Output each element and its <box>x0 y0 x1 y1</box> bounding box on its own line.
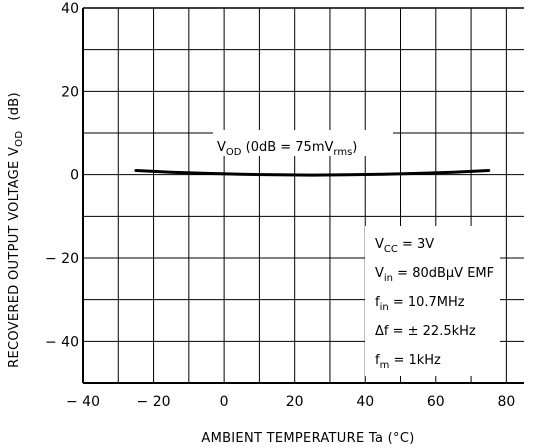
x-tick-labels: − 40 − 20 0 20 40 60 80 <box>66 394 515 410</box>
x-axis-title: AMBIENT TEMPERATURE Ta (°C) <box>201 431 414 446</box>
y-tick-labels: 40 20 0 − 20 − 40 <box>45 1 79 350</box>
y-tick-label: 20 <box>61 84 79 100</box>
x-tick-label: 80 <box>497 394 515 410</box>
x-tick-label: 40 <box>356 394 374 410</box>
x-tick-label: 0 <box>220 394 229 410</box>
y-axis-title: RECOVERED OUTPUT VOLTAGE VOD(dB) <box>7 92 25 368</box>
x-tick-label: − 20 <box>137 394 171 410</box>
y-tick-label: 0 <box>70 168 79 184</box>
x-tick-label: − 40 <box>66 394 100 410</box>
y-tick-label: 40 <box>61 1 79 17</box>
y-tick-label: − 40 <box>45 334 79 350</box>
x-tick-label: 60 <box>427 394 445 410</box>
condition-line: Δf = ± 22.5kHz <box>375 324 476 339</box>
x-tick-label: 20 <box>286 394 304 410</box>
y-tick-label: − 20 <box>45 251 79 267</box>
